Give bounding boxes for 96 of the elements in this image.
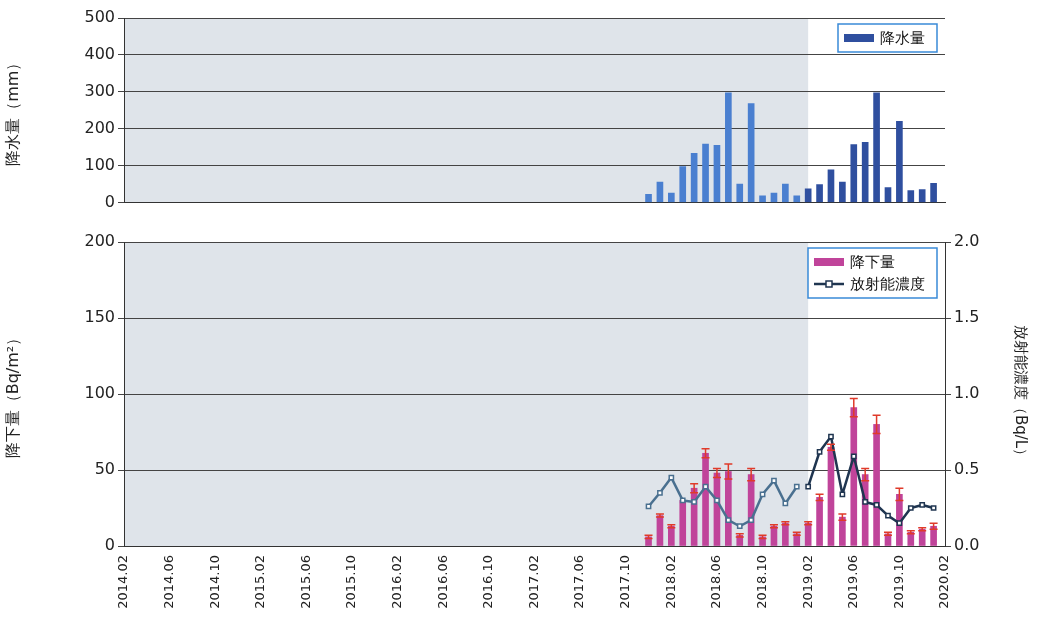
- bar: [907, 190, 915, 203]
- x-tick-label: 2018.10: [753, 555, 769, 609]
- bar: [668, 192, 675, 203]
- y-tick-label: 50: [94, 459, 115, 479]
- bar: [702, 452, 709, 546]
- bar: [839, 516, 846, 546]
- point: [702, 483, 709, 490]
- bar: [793, 195, 801, 203]
- y2-tick-label: 1.0: [954, 383, 980, 403]
- y-axis-title: 降下量（Bq/m²）: [2, 329, 22, 459]
- point: [736, 523, 743, 530]
- bar: [918, 189, 926, 203]
- x-tick-label: 2018.06: [708, 555, 724, 609]
- y-tick-label: 300: [84, 80, 115, 100]
- x-tick-label: 2016.06: [434, 555, 450, 609]
- bar: [747, 103, 755, 203]
- point: [771, 477, 777, 484]
- x-tick-label: 2017.02: [525, 555, 541, 609]
- bar: [930, 182, 937, 203]
- point: [759, 491, 766, 498]
- bar: [816, 497, 823, 546]
- bar: [839, 181, 846, 203]
- legend-label: 降下量: [850, 252, 895, 271]
- x-tick-label: 2019.06: [845, 555, 861, 609]
- point: [748, 517, 755, 524]
- point: [782, 500, 789, 507]
- bar: [804, 188, 812, 203]
- bar: [713, 144, 721, 203]
- bar: [873, 92, 880, 203]
- bar: [782, 183, 789, 203]
- x-tick-label: 2017.10: [617, 555, 633, 609]
- point: [930, 505, 937, 511]
- bar: [679, 166, 687, 203]
- x-tick-label: 2018.02: [662, 555, 678, 609]
- y-tick-label: 400: [84, 44, 115, 64]
- bar: [645, 193, 652, 203]
- x-tick-label: 2014.02: [115, 555, 131, 609]
- point: [896, 520, 903, 527]
- point: [850, 453, 857, 460]
- bar: [850, 144, 858, 203]
- bar: [930, 525, 937, 546]
- legend-label: 放射能濃度: [850, 274, 925, 293]
- bar: [896, 120, 903, 203]
- bar: [679, 500, 687, 546]
- point: [839, 491, 846, 498]
- bar: [782, 522, 789, 546]
- point: [919, 502, 926, 508]
- point: [668, 474, 675, 481]
- y2-tick-label: 0.5: [954, 459, 980, 479]
- legend-label: 降水量: [880, 28, 925, 47]
- bar: [736, 183, 744, 203]
- x-tick-label: 2015.02: [252, 555, 268, 609]
- bar: [690, 153, 698, 203]
- x-tick-label: 2020.02: [936, 555, 952, 609]
- y-tick-label: 500: [84, 7, 115, 27]
- point: [657, 489, 663, 496]
- x-tick-label: 2015.10: [343, 555, 359, 609]
- y-tick-label: 150: [84, 307, 115, 327]
- y-tick-label: 0: [104, 535, 115, 555]
- bar: [861, 141, 869, 203]
- x-tick-label: 2019.10: [890, 555, 906, 609]
- point: [885, 512, 891, 519]
- x-tick-label: 2019.02: [799, 555, 815, 609]
- bar: [725, 92, 732, 203]
- bar: [759, 195, 766, 203]
- bar: [702, 143, 709, 203]
- point: [816, 448, 823, 455]
- point: [725, 517, 732, 524]
- point: [679, 497, 686, 504]
- y-tick-label: 0: [104, 191, 115, 211]
- bar: [873, 424, 880, 546]
- x-tick-label: 2014.06: [160, 555, 176, 609]
- y-tick-label: 200: [84, 231, 115, 251]
- y2-axis-title: 放射能濃度（Bq/L）: [1012, 324, 1031, 464]
- x-tick-label: 2017.06: [571, 555, 587, 609]
- point: [873, 502, 880, 508]
- y-tick-label: 100: [84, 154, 115, 174]
- y-axis-title: 降水量（mm）: [2, 54, 22, 166]
- point: [691, 499, 698, 505]
- point: [793, 483, 800, 490]
- y2-tick-label: 1.5: [954, 307, 980, 327]
- point: [862, 499, 869, 505]
- y-tick-label: 200: [84, 117, 115, 137]
- x-tick-label: 2016.10: [480, 555, 496, 609]
- x-tick-label: 2014.10: [206, 555, 222, 609]
- x-tick-label: 2016.02: [389, 555, 405, 609]
- bar: [884, 187, 892, 203]
- y2-tick-label: 2.0: [954, 231, 980, 251]
- point: [805, 483, 812, 490]
- x-tick-label: 2015.06: [297, 555, 313, 609]
- point: [907, 505, 914, 511]
- point: [714, 497, 720, 504]
- y2-tick-label: 0.0: [954, 535, 980, 555]
- point: [828, 433, 834, 440]
- bar: [816, 184, 823, 203]
- y-tick-label: 100: [84, 383, 115, 403]
